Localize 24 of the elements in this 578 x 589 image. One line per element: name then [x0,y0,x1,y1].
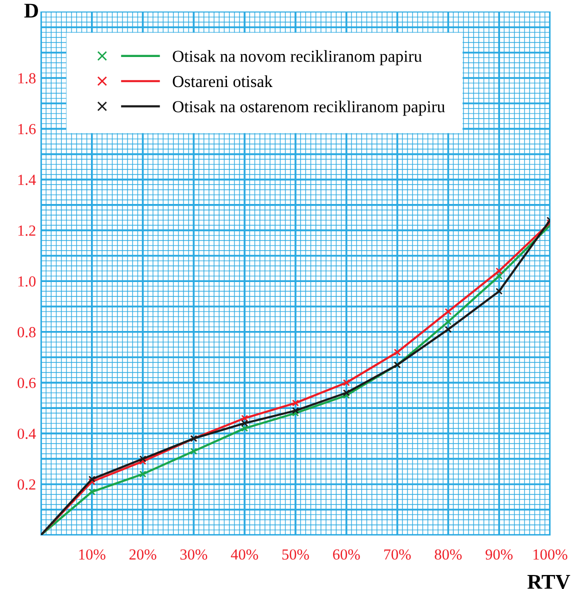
y-tick-label: 1.0 [18,276,36,287]
y-tick-label: 0.4 [18,428,36,439]
x-tick-label: 60% [333,549,360,560]
x-tick-label: 90% [486,549,513,560]
x-tick-label: 70% [384,549,411,560]
y-tick-label: 0.8 [18,327,36,338]
x-axis-title: RTV [527,575,570,589]
x-tick-label: 100% [534,549,568,560]
y-tick-label: 0.6 [18,378,36,388]
y-tick-label: 1.2 [18,226,36,236]
x-tick-label: 30% [180,549,208,560]
legend-label: Otisak na ostarenom recikliranom papiru [172,100,445,116]
y-axis-title: D [24,4,38,18]
x-tick-label: 40% [230,549,258,560]
legend-label: Ostareni otisak [172,75,273,88]
x-tick-label: 80% [434,549,462,560]
y-tick-label: 1.4 [18,174,36,186]
legend-label: Otisak na novom recikliranom papiru [172,50,422,66]
y-tick-label: 0.2 [18,479,36,490]
x-tick-label: 10% [79,549,106,560]
x-tick-label: 20% [129,549,156,560]
y-tick-label: 1.6 [18,124,36,134]
x-tick-label: 50% [282,549,309,560]
y-tick-label: 1.8 [18,73,36,84]
